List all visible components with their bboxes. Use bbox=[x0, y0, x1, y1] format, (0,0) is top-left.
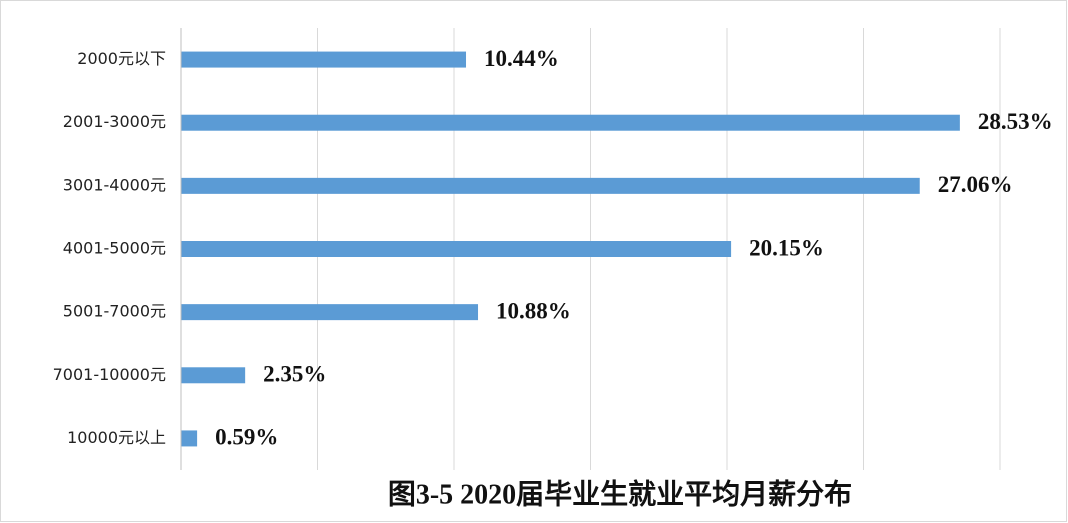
category-label: 7001-10000元 bbox=[53, 365, 166, 384]
value-label: 27.06% bbox=[938, 172, 1013, 197]
value-label: 0.59% bbox=[215, 425, 278, 450]
bar bbox=[181, 114, 960, 131]
value-label: 10.44% bbox=[484, 46, 559, 71]
value-label: 10.88% bbox=[496, 298, 571, 323]
value-label: 20.15% bbox=[749, 235, 824, 260]
category-label: 4001-5000元 bbox=[63, 239, 166, 258]
bars bbox=[181, 51, 960, 447]
bar bbox=[181, 367, 246, 384]
bar bbox=[181, 177, 920, 194]
category-label: 2001-3000元 bbox=[63, 112, 166, 131]
bar bbox=[181, 241, 732, 257]
bar bbox=[181, 51, 467, 68]
bar bbox=[181, 304, 479, 321]
category-label: 3001-4000元 bbox=[63, 175, 166, 194]
chart-title: 图3-5 2020届毕业生就业平均月薪分布 bbox=[388, 478, 852, 510]
category-label: 2000元以下 bbox=[77, 49, 166, 68]
category-label: 10000元以上 bbox=[67, 428, 166, 447]
value-label: 2.35% bbox=[263, 362, 326, 387]
value-label: 28.53% bbox=[978, 109, 1053, 134]
bar bbox=[181, 430, 198, 447]
category-label: 5001-7000元 bbox=[63, 302, 166, 321]
